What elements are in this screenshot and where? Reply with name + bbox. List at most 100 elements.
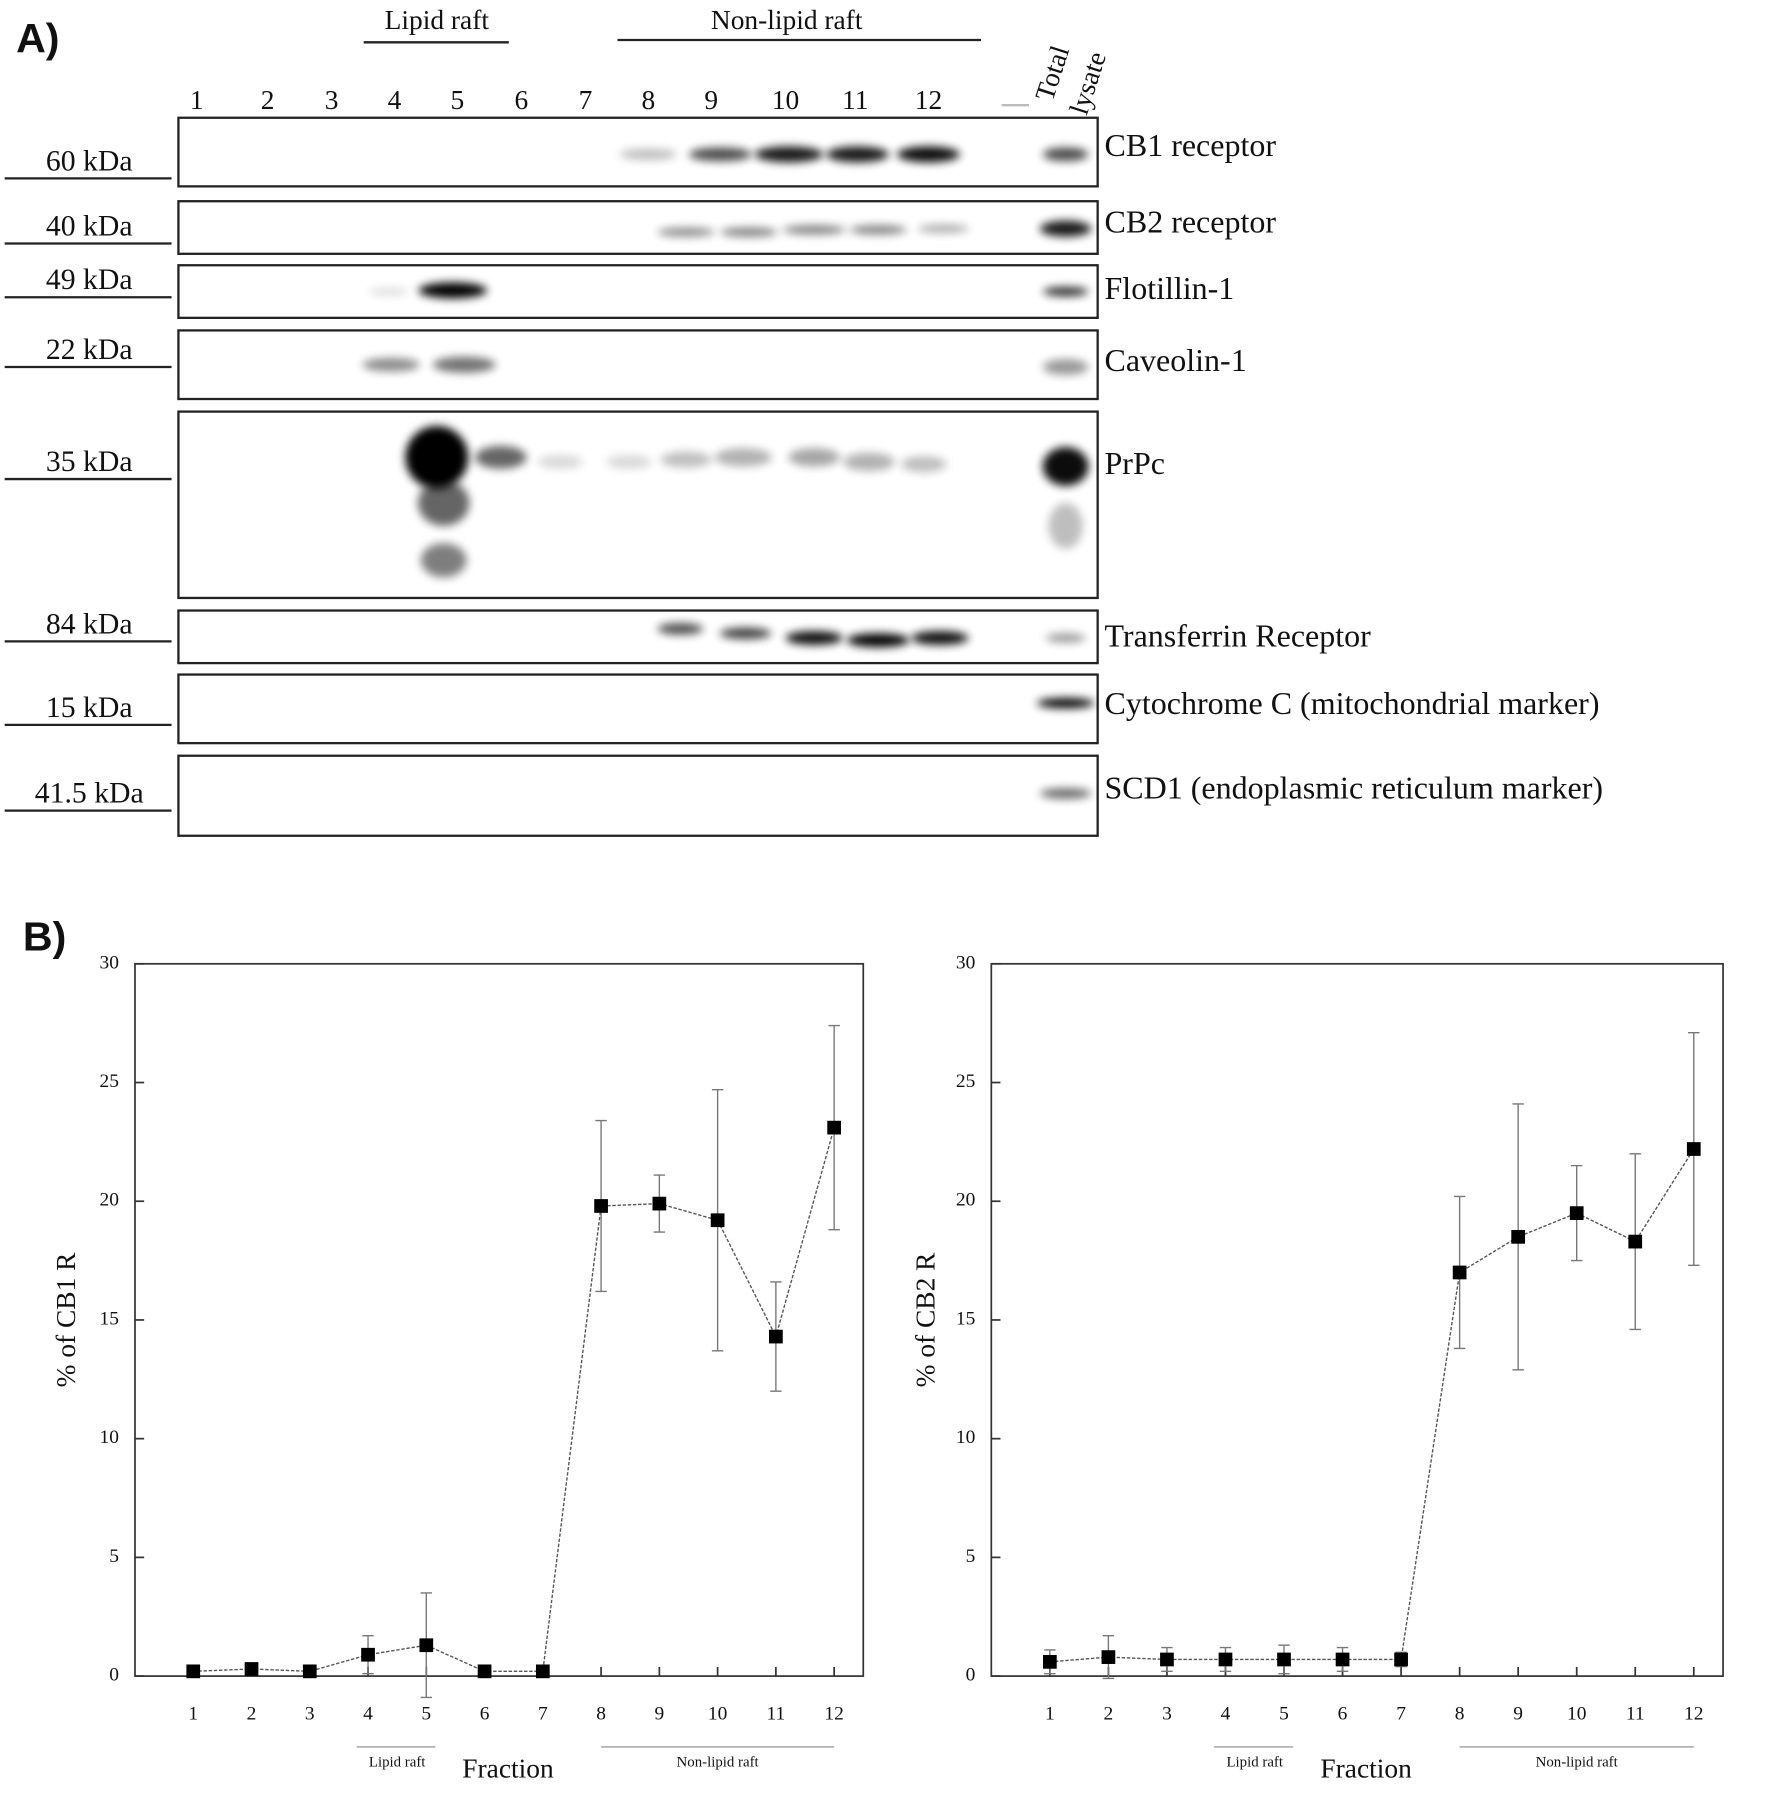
band [657,227,715,237]
lane-number: 6 [515,85,529,115]
band [660,451,712,468]
x-tick-label: 12 [1684,1703,1703,1724]
band [785,631,843,645]
band [720,227,778,237]
lane-number: 8 [641,85,655,115]
band [432,356,496,373]
y-tick-label: 30 [956,952,975,973]
blot-frame [177,754,1099,837]
marker [419,1638,434,1653]
annotation: Non-lipid raft [677,1754,760,1770]
y-tick-label: 20 [956,1190,975,1211]
x-tick-label: 8 [596,1703,606,1724]
marker-label: 22 kDa [46,334,133,366]
band [1048,503,1083,549]
lane-number: 11 [842,85,868,115]
lane-number: 2 [261,85,275,115]
y-tick-label: 5 [966,1546,976,1567]
x-tick-label: 4 [363,1703,373,1724]
x-tick-label: 3 [1162,1703,1172,1724]
x-tick-label: 3 [305,1703,315,1724]
band [417,480,470,526]
marker [361,1647,375,1662]
band [420,543,467,578]
x-tick-label: 5 [1279,1703,1289,1724]
lane-number: 9 [704,85,718,115]
x-tick-label: 10 [708,1703,727,1724]
marker [769,1329,783,1344]
x-tick-label: 9 [654,1703,664,1724]
lane-number: 12 [915,85,942,115]
y-tick-label: 30 [100,952,119,973]
marker [652,1196,667,1211]
band [1042,147,1089,162]
x-tick-label: 8 [1455,1703,1465,1724]
y-tick-label: 25 [100,1071,119,1092]
y-tick-label: 5 [109,1546,119,1567]
x-tick-label: 6 [480,1703,490,1724]
band [619,148,677,161]
marker [1452,1265,1467,1280]
band [917,224,970,233]
series-line [1049,1148,1695,1663]
blot-frame [177,673,1099,745]
y-axis-label: % of CB2 R [911,1252,941,1388]
x-tick-label: 10 [1567,1703,1586,1724]
lane-number: 1 [190,85,204,115]
marker [1277,1652,1291,1667]
plot-frame [134,962,865,1677]
y-tick-label: 15 [100,1308,119,1329]
protein-label: Flotillin-1 [1105,270,1235,306]
blot-frame [177,410,1099,600]
band [1042,359,1089,376]
x-tick-label: 1 [188,1703,198,1724]
x-tick-label: 1 [1045,1703,1055,1724]
group-label: Lipid raft [385,5,490,35]
x-axis-label: Fraction [462,1753,554,1783]
marker [1686,1142,1701,1156]
panel-label: A) [16,15,59,61]
protein-label: CB1 receptor [1105,127,1277,163]
marker [1569,1206,1584,1220]
x-tick-label: 2 [247,1703,257,1724]
protein-label: SCD1 (endoplasmic reticulum marker) [1105,770,1604,806]
marker [710,1213,725,1228]
band [788,448,840,467]
lane-number: 7 [579,85,593,115]
marker-label: 49 kDa [46,264,133,296]
marker-label: 40 kDa [46,210,133,242]
x-tick-label: 11 [1626,1703,1645,1724]
lane-number: 10 [772,85,799,115]
band [843,452,895,472]
marker [1160,1652,1174,1667]
marker [594,1199,608,1213]
y-tick-label: 10 [100,1427,119,1448]
marker-label: 15 kDa [46,692,133,724]
x-tick-label: 11 [767,1703,786,1724]
band [1045,633,1086,643]
band [1042,447,1089,486]
x-tick-label: 6 [1338,1703,1348,1724]
band [362,357,420,372]
annotation: Non-lipid raft [1536,1754,1619,1770]
band [826,146,890,163]
y-tick-label: 20 [100,1190,119,1211]
band [782,225,846,235]
marker [535,1664,550,1679]
band [1037,697,1095,709]
marker-label: 35 kDa [46,446,133,478]
protein-label: PrPc [1105,445,1165,481]
marker [477,1664,492,1679]
lane-number: 3 [325,85,339,115]
band [901,456,947,473]
y-tick-label: 10 [956,1427,975,1448]
band [846,633,910,648]
lane-number: 5 [451,85,465,115]
protein-label: Caveolin-1 [1105,342,1247,378]
marker [186,1664,201,1679]
band [606,455,652,469]
y-tick-label: 0 [966,1665,976,1686]
band [657,623,704,635]
band [475,445,527,469]
marker-label: 60 kDa [46,145,133,177]
